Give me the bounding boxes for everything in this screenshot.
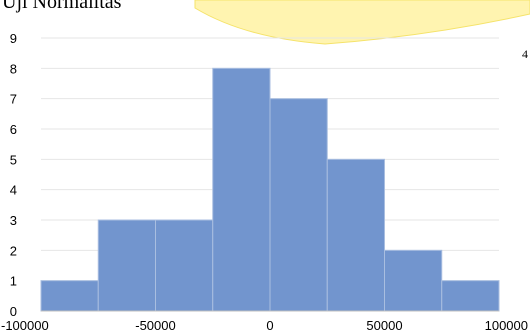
y-tick-label: 2 xyxy=(10,243,17,258)
y-axis-tick-labels: 0 1 2 3 4 5 6 7 8 9 xyxy=(10,31,17,319)
histogram-bars xyxy=(40,67,500,312)
y-tick-label: 5 xyxy=(10,152,17,167)
histogram-bar xyxy=(155,219,214,312)
watermark-band xyxy=(194,0,530,45)
y-tick-label: 4 xyxy=(10,183,17,198)
y-tick-label: 7 xyxy=(10,92,17,107)
histogram-bar xyxy=(326,158,385,312)
y-tick-label: 8 xyxy=(10,61,17,76)
histogram-bar xyxy=(97,219,156,312)
watermark-seal xyxy=(194,0,530,45)
histogram-bar xyxy=(40,280,99,312)
y-tick-label: 0 xyxy=(10,304,17,319)
x-axis-tick-labels: -100000 -50000 0 50000 100000 xyxy=(1,318,528,333)
y-tick-label: 6 xyxy=(10,122,17,137)
histogram-bar xyxy=(441,280,500,312)
x-tick-label: -100000 xyxy=(1,318,49,333)
stray-mark: 4 xyxy=(522,47,528,61)
y-tick-label: 9 xyxy=(10,31,17,46)
x-tick-label: 100000 xyxy=(485,318,528,333)
histogram-bar xyxy=(212,67,271,312)
histogram-bar xyxy=(384,249,443,312)
histogram-bar xyxy=(269,98,328,312)
y-tick-label: 3 xyxy=(10,213,17,228)
x-tick-label: 50000 xyxy=(366,318,402,333)
y-tick-label: 1 xyxy=(10,274,17,289)
x-tick-label: 0 xyxy=(266,318,273,333)
chart-heading: Uji Normalitas xyxy=(2,0,122,13)
x-tick-label: -50000 xyxy=(135,318,175,333)
